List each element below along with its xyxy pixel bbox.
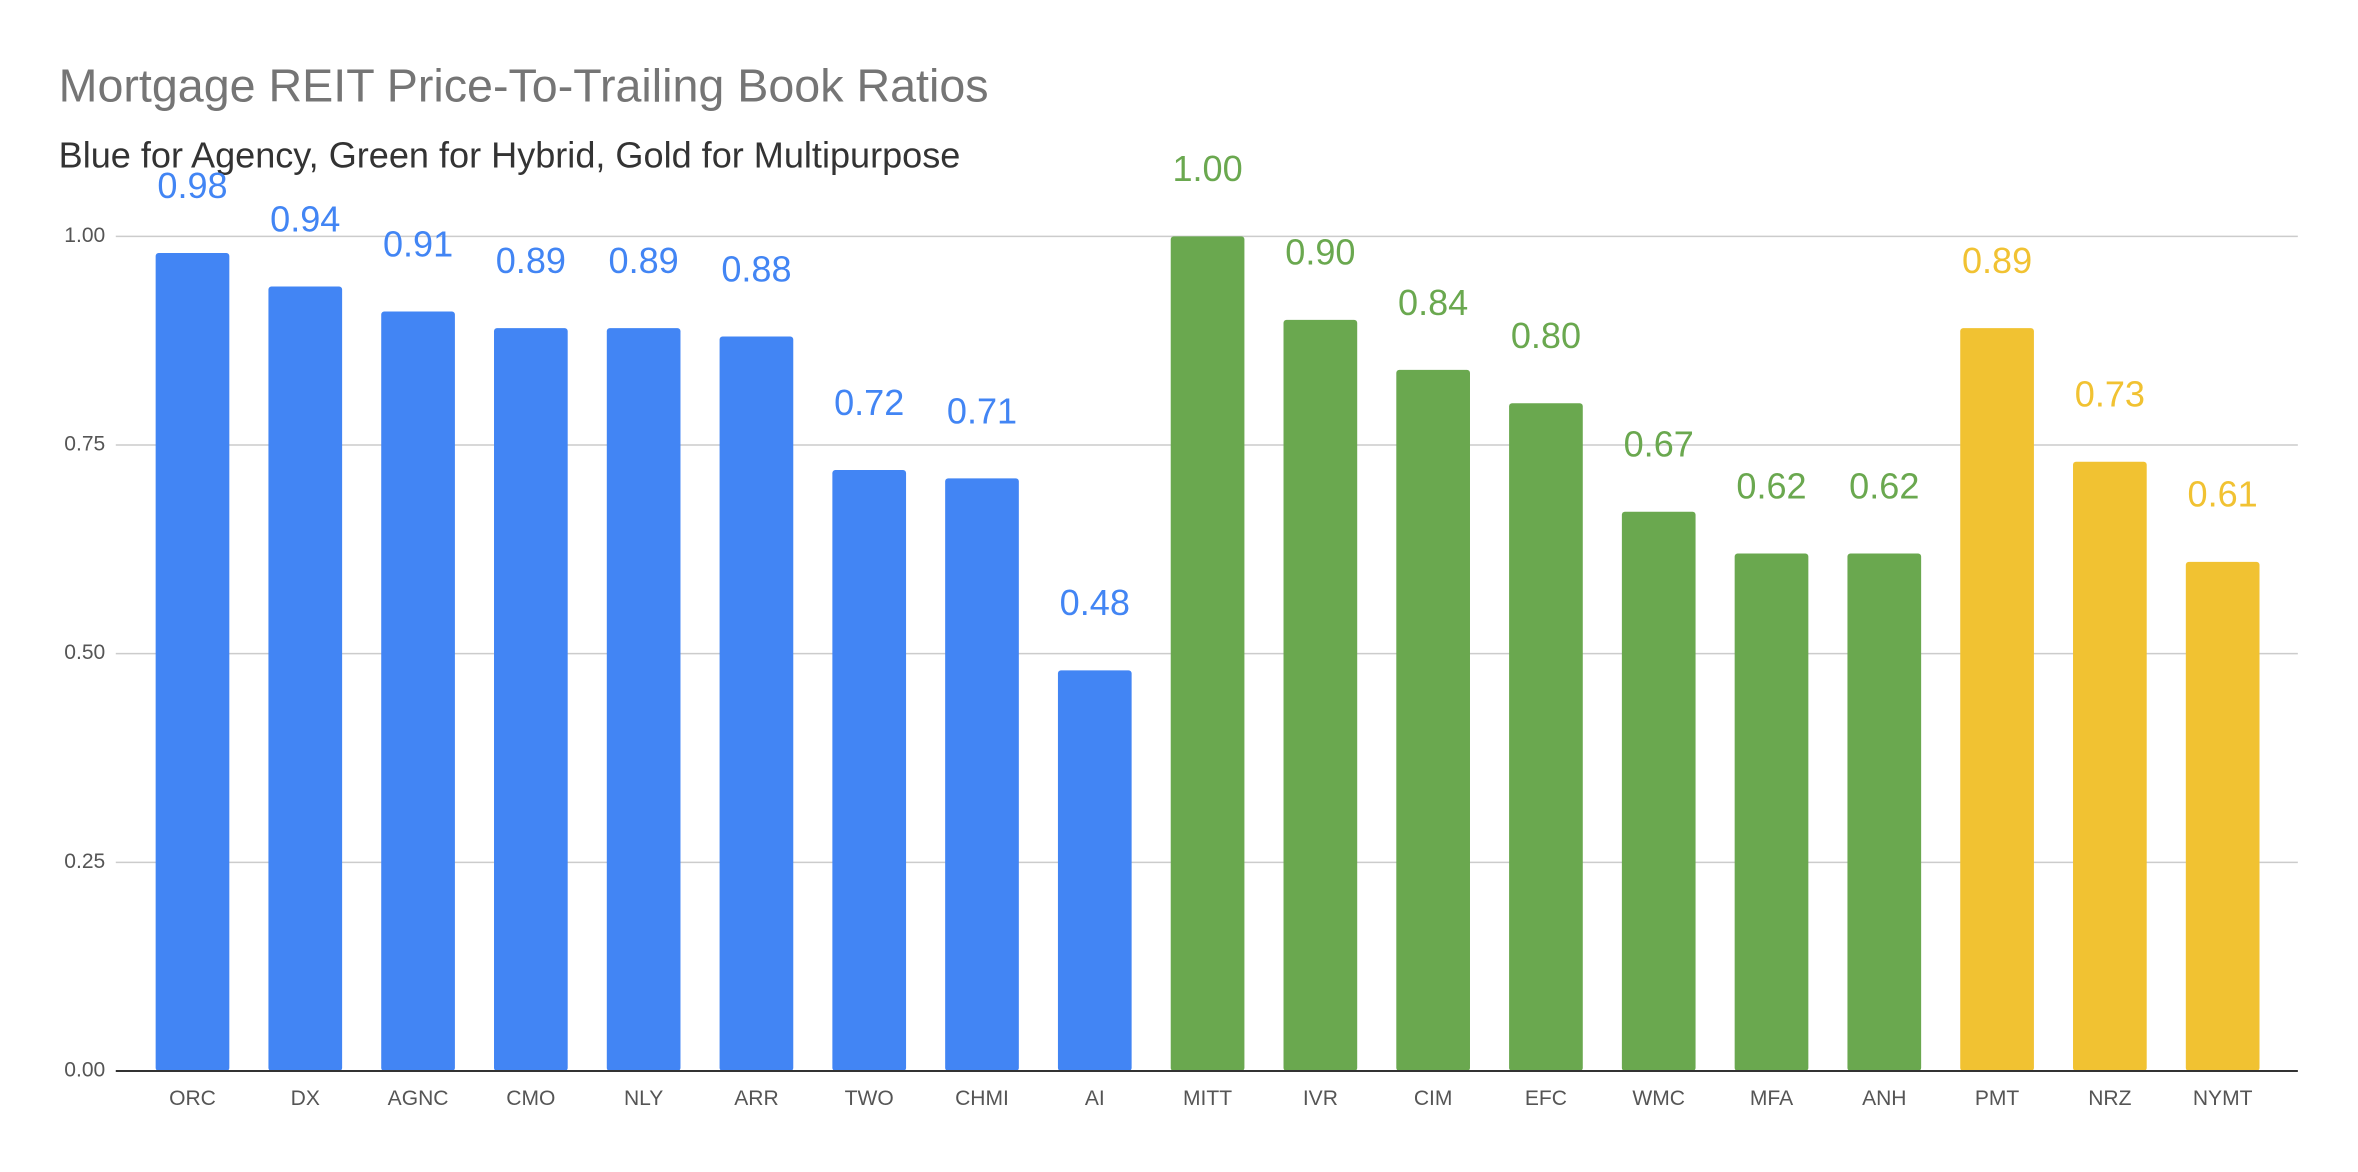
x-tick-label: ANH bbox=[1862, 1087, 1906, 1110]
bar bbox=[1509, 403, 1583, 1071]
value-label: 0.72 bbox=[834, 382, 904, 423]
x-tick-label: NLY bbox=[624, 1087, 663, 1110]
value-label: 0.80 bbox=[1511, 315, 1581, 356]
x-tick-label: TWO bbox=[845, 1087, 894, 1110]
value-label: 0.88 bbox=[721, 248, 791, 289]
chart-subtitle: Blue for Agency, Green for Hybrid, Gold … bbox=[59, 135, 961, 176]
value-label: 0.61 bbox=[2188, 474, 2258, 515]
bar bbox=[719, 336, 794, 1071]
x-tick-label: CIM bbox=[1414, 1087, 1453, 1110]
bar bbox=[381, 311, 455, 1071]
bar bbox=[2185, 561, 2260, 1071]
x-tick-label: MFA bbox=[1750, 1087, 1793, 1110]
x-tick-label: EFC bbox=[1525, 1087, 1567, 1110]
x-tick-label: AGNC bbox=[388, 1087, 449, 1110]
x-tick-label: ORC bbox=[169, 1087, 216, 1110]
x-tick-label: MITT bbox=[1183, 1087, 1232, 1110]
value-label: 0.98 bbox=[157, 165, 227, 206]
bar bbox=[832, 470, 907, 1071]
bar bbox=[1283, 319, 1358, 1071]
bar bbox=[1734, 553, 1809, 1071]
x-tick-label: NRZ bbox=[2088, 1087, 2131, 1110]
x-tick-label: DX bbox=[291, 1087, 320, 1110]
bar bbox=[268, 286, 343, 1071]
value-label: 0.73 bbox=[2075, 374, 2145, 415]
bar bbox=[1170, 236, 1245, 1071]
x-tick-label: CHMI bbox=[955, 1087, 1009, 1110]
bar bbox=[945, 478, 1019, 1071]
x-tick-label: ARR bbox=[734, 1087, 778, 1110]
x-tick-label: WMC bbox=[1632, 1087, 1685, 1110]
bar bbox=[494, 328, 568, 1071]
bar bbox=[1057, 670, 1132, 1071]
x-tick-label: NYMT bbox=[2193, 1087, 2253, 1110]
value-label: 0.84 bbox=[1398, 282, 1468, 323]
value-label: 0.89 bbox=[496, 240, 566, 281]
chart-title: Mortgage REIT Price-To-Trailing Book Rat… bbox=[59, 59, 989, 111]
x-tick-label: AI bbox=[1085, 1087, 1105, 1110]
value-label: 0.89 bbox=[609, 240, 679, 281]
bar bbox=[1960, 328, 2034, 1071]
y-tick-label: 0.25 bbox=[64, 850, 105, 873]
y-tick-label: 0.75 bbox=[64, 433, 105, 456]
value-label: 0.62 bbox=[1736, 465, 1806, 506]
value-label: 0.67 bbox=[1624, 424, 1694, 465]
value-label: 0.89 bbox=[1962, 240, 2032, 281]
value-label: 0.91 bbox=[383, 223, 453, 264]
value-label: 0.94 bbox=[270, 198, 340, 239]
bar bbox=[155, 253, 230, 1071]
value-label: 0.62 bbox=[1849, 465, 1919, 506]
y-tick-label: 0.00 bbox=[64, 1059, 105, 1082]
x-tick-label: PMT bbox=[1975, 1087, 2020, 1110]
x-tick-label: IVR bbox=[1303, 1087, 1338, 1110]
bar bbox=[1621, 511, 1696, 1071]
value-label: 0.90 bbox=[1285, 232, 1355, 273]
value-label: 0.48 bbox=[1060, 582, 1130, 623]
bar bbox=[1847, 553, 1922, 1071]
y-tick-label: 0.50 bbox=[64, 641, 105, 664]
bar bbox=[606, 328, 681, 1071]
x-tick-label: CMO bbox=[506, 1087, 555, 1110]
bar bbox=[2073, 461, 2147, 1071]
value-label: 0.71 bbox=[947, 390, 1017, 431]
value-label: 1.00 bbox=[1172, 148, 1242, 189]
y-tick-label: 1.00 bbox=[64, 224, 105, 247]
bar bbox=[1396, 369, 1470, 1071]
